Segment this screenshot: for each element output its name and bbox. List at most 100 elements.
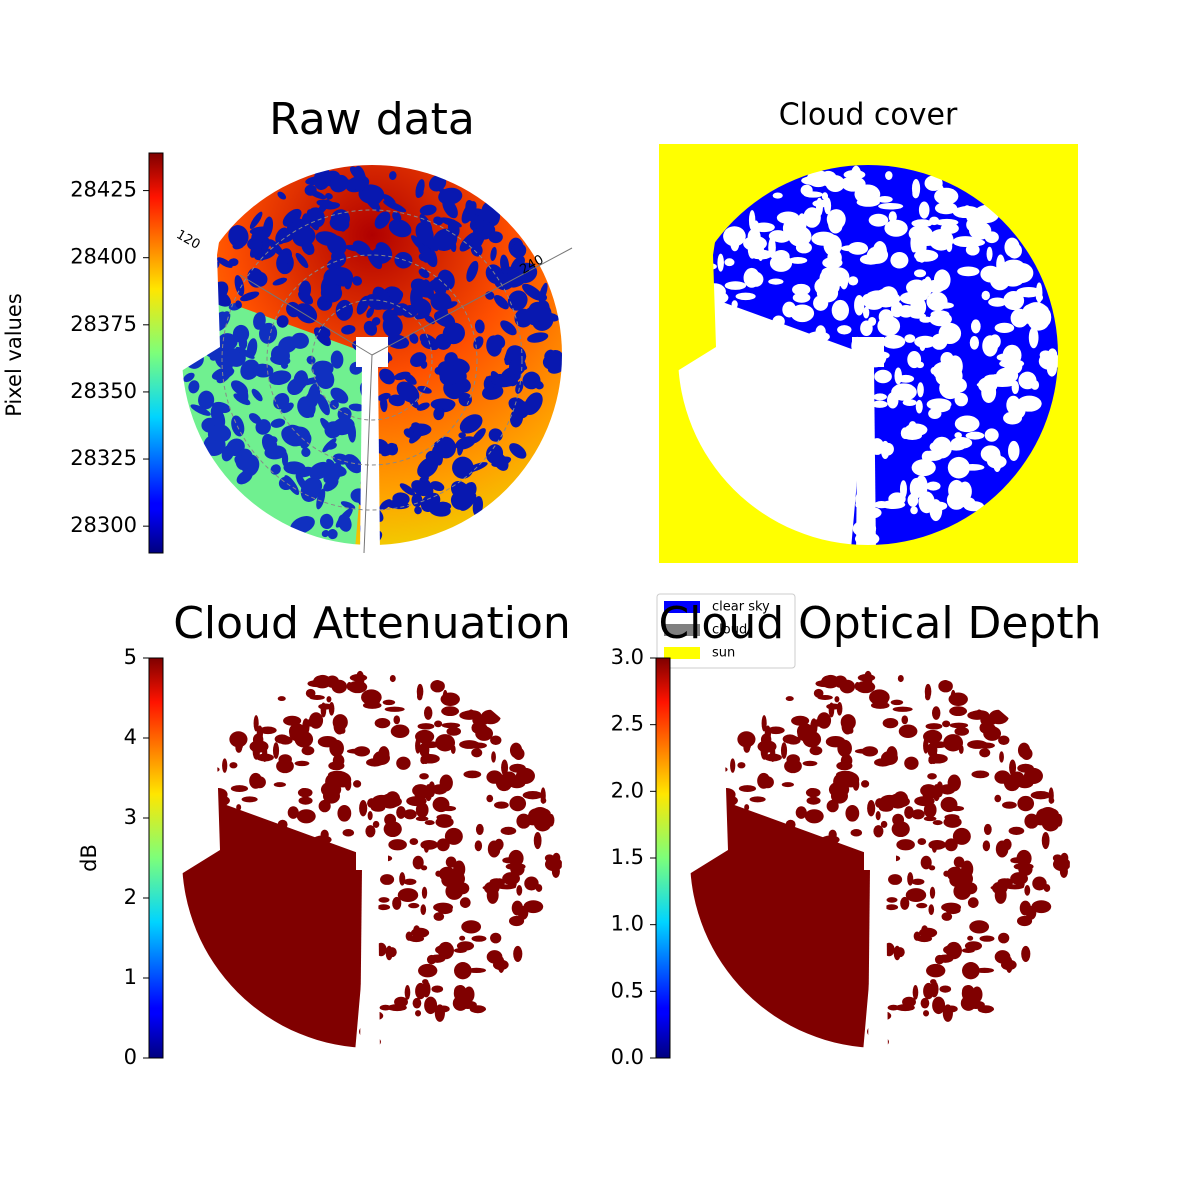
- image-texture: [841, 772, 860, 788]
- image-texture: [500, 320, 517, 336]
- image-mast: [360, 868, 380, 1048]
- polar-grid: [221, 209, 523, 511]
- image-texture: [815, 325, 826, 339]
- image-texture: [277, 819, 288, 830]
- image-texture: [994, 322, 1015, 333]
- image-texture: [744, 804, 750, 811]
- image: [690, 668, 1070, 1048]
- image-texture: [488, 231, 503, 244]
- image-texture: [359, 800, 368, 817]
- image-texture: [1041, 832, 1050, 850]
- image-texture: [897, 674, 904, 683]
- image-texture: [977, 1005, 995, 1014]
- image-texture: [307, 383, 321, 409]
- image-texture: [839, 679, 856, 694]
- colorbar: [655, 657, 671, 1059]
- image-texture: [500, 254, 510, 275]
- image-texture: [299, 787, 309, 796]
- image-texture: [723, 226, 746, 247]
- image-texture: [935, 218, 959, 226]
- image-texture: [270, 418, 286, 428]
- image-texture: [315, 231, 340, 247]
- image-texture: [327, 462, 342, 486]
- image-texture: [802, 760, 818, 767]
- image-texture: [772, 249, 790, 263]
- image-texture: [396, 806, 406, 819]
- image-texture: [493, 373, 507, 387]
- image-texture: [932, 996, 946, 1015]
- image-texture: [363, 320, 378, 336]
- panel-title: Cloud Optical Depth: [658, 598, 1101, 649]
- image-texture: [251, 388, 263, 402]
- image-texture: [452, 871, 466, 886]
- image-texture: [399, 872, 406, 886]
- image-texture: [475, 823, 484, 836]
- image-texture: [919, 316, 932, 323]
- panel: Cloud cover clear sky cloud sun: [656, 98, 1078, 669]
- colorbar-tick-label: 3: [124, 805, 137, 829]
- image-texture: [1011, 380, 1019, 395]
- image-texture: [450, 366, 467, 385]
- image-texture: [803, 207, 821, 228]
- image-texture: [947, 774, 961, 792]
- image-texture: [330, 387, 349, 404]
- image-texture: [928, 228, 954, 251]
- image-texture: [879, 794, 900, 808]
- image-texture: [182, 336, 203, 358]
- image-texture: [860, 320, 873, 336]
- image-texture: [923, 802, 937, 818]
- image-texture: [358, 184, 385, 205]
- image-texture: [1017, 763, 1034, 773]
- image-texture: [415, 189, 424, 198]
- image-texture: [898, 724, 918, 739]
- image-texture: [806, 796, 821, 805]
- image-texture: [949, 873, 964, 887]
- image-texture: [309, 712, 324, 729]
- image-texture: [1038, 807, 1058, 823]
- image: [182, 668, 562, 1048]
- image-texture: [466, 967, 487, 973]
- image-texture: [957, 266, 980, 277]
- image-texture: [724, 258, 735, 267]
- image-texture: [873, 825, 884, 838]
- image-texture: [1021, 945, 1031, 962]
- image-texture: [442, 689, 448, 705]
- image-texture: [281, 402, 294, 414]
- image-texture: [1032, 876, 1047, 891]
- image-texture: [783, 221, 805, 241]
- image: [182, 165, 562, 545]
- image-texture: [318, 325, 331, 338]
- colorbar-tick-label: 0.5: [611, 978, 644, 1002]
- image-texture: [941, 912, 953, 921]
- image-texture: [880, 751, 898, 766]
- image-texture: [987, 455, 1007, 469]
- image-texture: [895, 947, 905, 958]
- colorbar-tick-label: 28400: [70, 245, 137, 269]
- image-texture: [916, 902, 928, 909]
- image-texture: [854, 294, 865, 316]
- image-texture: [999, 751, 1004, 763]
- image-texture: [1018, 862, 1033, 876]
- image-texture: [1003, 376, 1014, 387]
- image-texture: [920, 997, 930, 1009]
- image-texture: [976, 709, 983, 719]
- image-texture: [1030, 380, 1040, 390]
- image-texture: [305, 176, 329, 186]
- image-texture: [412, 784, 430, 797]
- image-texture: [931, 706, 941, 720]
- image-texture: [943, 816, 962, 828]
- image-texture: [744, 743, 751, 750]
- image-texture: [277, 191, 287, 200]
- image-texture: [319, 513, 334, 530]
- image-texture: [801, 176, 825, 186]
- image-texture: [508, 880, 517, 889]
- image-texture: [283, 461, 306, 475]
- image-texture: [409, 333, 419, 344]
- image-texture: [969, 335, 980, 350]
- image-texture: [996, 254, 1005, 275]
- image-texture: [478, 727, 487, 740]
- image-texture: [388, 839, 407, 851]
- image-texture: [941, 902, 962, 913]
- image-texture: [735, 292, 756, 301]
- image-texture: [325, 193, 333, 200]
